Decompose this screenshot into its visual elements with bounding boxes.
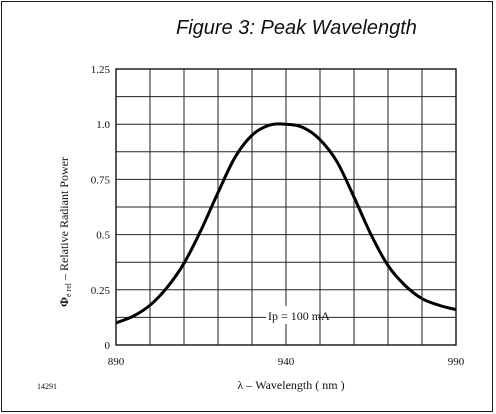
x-axis-label: λ – Wavelength ( nm ) bbox=[237, 378, 344, 392]
y-axis-label-symbol: Φ bbox=[57, 297, 71, 307]
x-tick-label: 940 bbox=[278, 356, 295, 368]
x-tick-label: 990 bbox=[448, 356, 465, 368]
plot-border bbox=[115, 68, 457, 346]
y-tick-label: 1.0 bbox=[96, 119, 110, 131]
y-axis-label-subscript: e rel bbox=[64, 282, 73, 297]
grid-lines bbox=[116, 69, 456, 345]
y-axis-label-text: – Relative Radiant Power bbox=[57, 157, 71, 283]
y-tick-label: 0.5 bbox=[96, 230, 110, 242]
axes bbox=[115, 68, 457, 346]
series-group bbox=[115, 122, 457, 325]
y-tick-label: 0.25 bbox=[91, 285, 111, 297]
figure-code: 14291 bbox=[37, 382, 57, 391]
x-tick-label: 890 bbox=[108, 356, 125, 368]
y-tick-label: 0.75 bbox=[91, 174, 111, 186]
y-axis-label: Φe rel – Relative Radiant Power bbox=[57, 157, 73, 307]
annotation-box: Ip = 100 mA bbox=[266, 306, 330, 324]
figure-title: Figure 3: Peak Wavelength bbox=[176, 17, 417, 39]
tick-labels: 0 0.25 0.5 0.75 1.0 1.25 890 940 990 bbox=[91, 64, 465, 368]
annotation-label: Ip = 100 mA bbox=[268, 309, 330, 323]
y-tick-label: 0 bbox=[105, 340, 111, 352]
y-tick-label: 1.25 bbox=[91, 64, 111, 76]
series-line bbox=[115, 122, 457, 325]
